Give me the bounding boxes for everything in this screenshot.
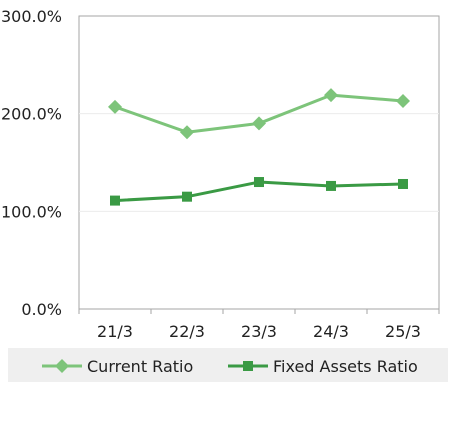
- y-axis-tick-labels: 0.0% 100.0% 200.0% 300.0%: [1, 7, 62, 319]
- data-point: [326, 180, 336, 191]
- data-point: [108, 99, 122, 114]
- legend-label: Fixed Assets Ratio: [273, 357, 418, 376]
- plot-area: [78, 15, 440, 310]
- x-tick-label: 22/3: [169, 322, 205, 341]
- legend-marker: [243, 361, 253, 371]
- data-point: [180, 125, 194, 140]
- data-point: [252, 116, 266, 131]
- legend-item: Fixed Assets Ratio: [228, 357, 418, 376]
- gridlines: [79, 113, 439, 212]
- data-point: [254, 177, 264, 188]
- y-tick-label: 300.0%: [1, 7, 62, 26]
- x-tick-label: 25/3: [385, 322, 421, 341]
- series-2: [110, 177, 408, 206]
- data-point: [110, 195, 120, 206]
- legend-label: Current Ratio: [87, 357, 193, 376]
- series-layer: [108, 88, 410, 206]
- data-point: [396, 93, 410, 108]
- x-tick-label: 23/3: [241, 322, 277, 341]
- x-tick-label: 21/3: [97, 322, 133, 341]
- series-1: [108, 88, 410, 140]
- y-tick-label: 200.0%: [1, 105, 62, 124]
- x-axis: 21/3 22/3 23/3 24/3 25/3: [78, 309, 440, 341]
- y-tick-label: 0.0%: [21, 300, 62, 319]
- legend: Current Ratio Fixed Assets Ratio: [8, 348, 448, 382]
- data-point: [182, 191, 192, 202]
- y-tick-label: 100.0%: [1, 202, 62, 221]
- legend-marker: [55, 359, 69, 373]
- data-point: [324, 88, 338, 103]
- data-point: [398, 178, 408, 189]
- x-tick-label: 24/3: [313, 322, 349, 341]
- legend-item: Current Ratio: [42, 357, 193, 376]
